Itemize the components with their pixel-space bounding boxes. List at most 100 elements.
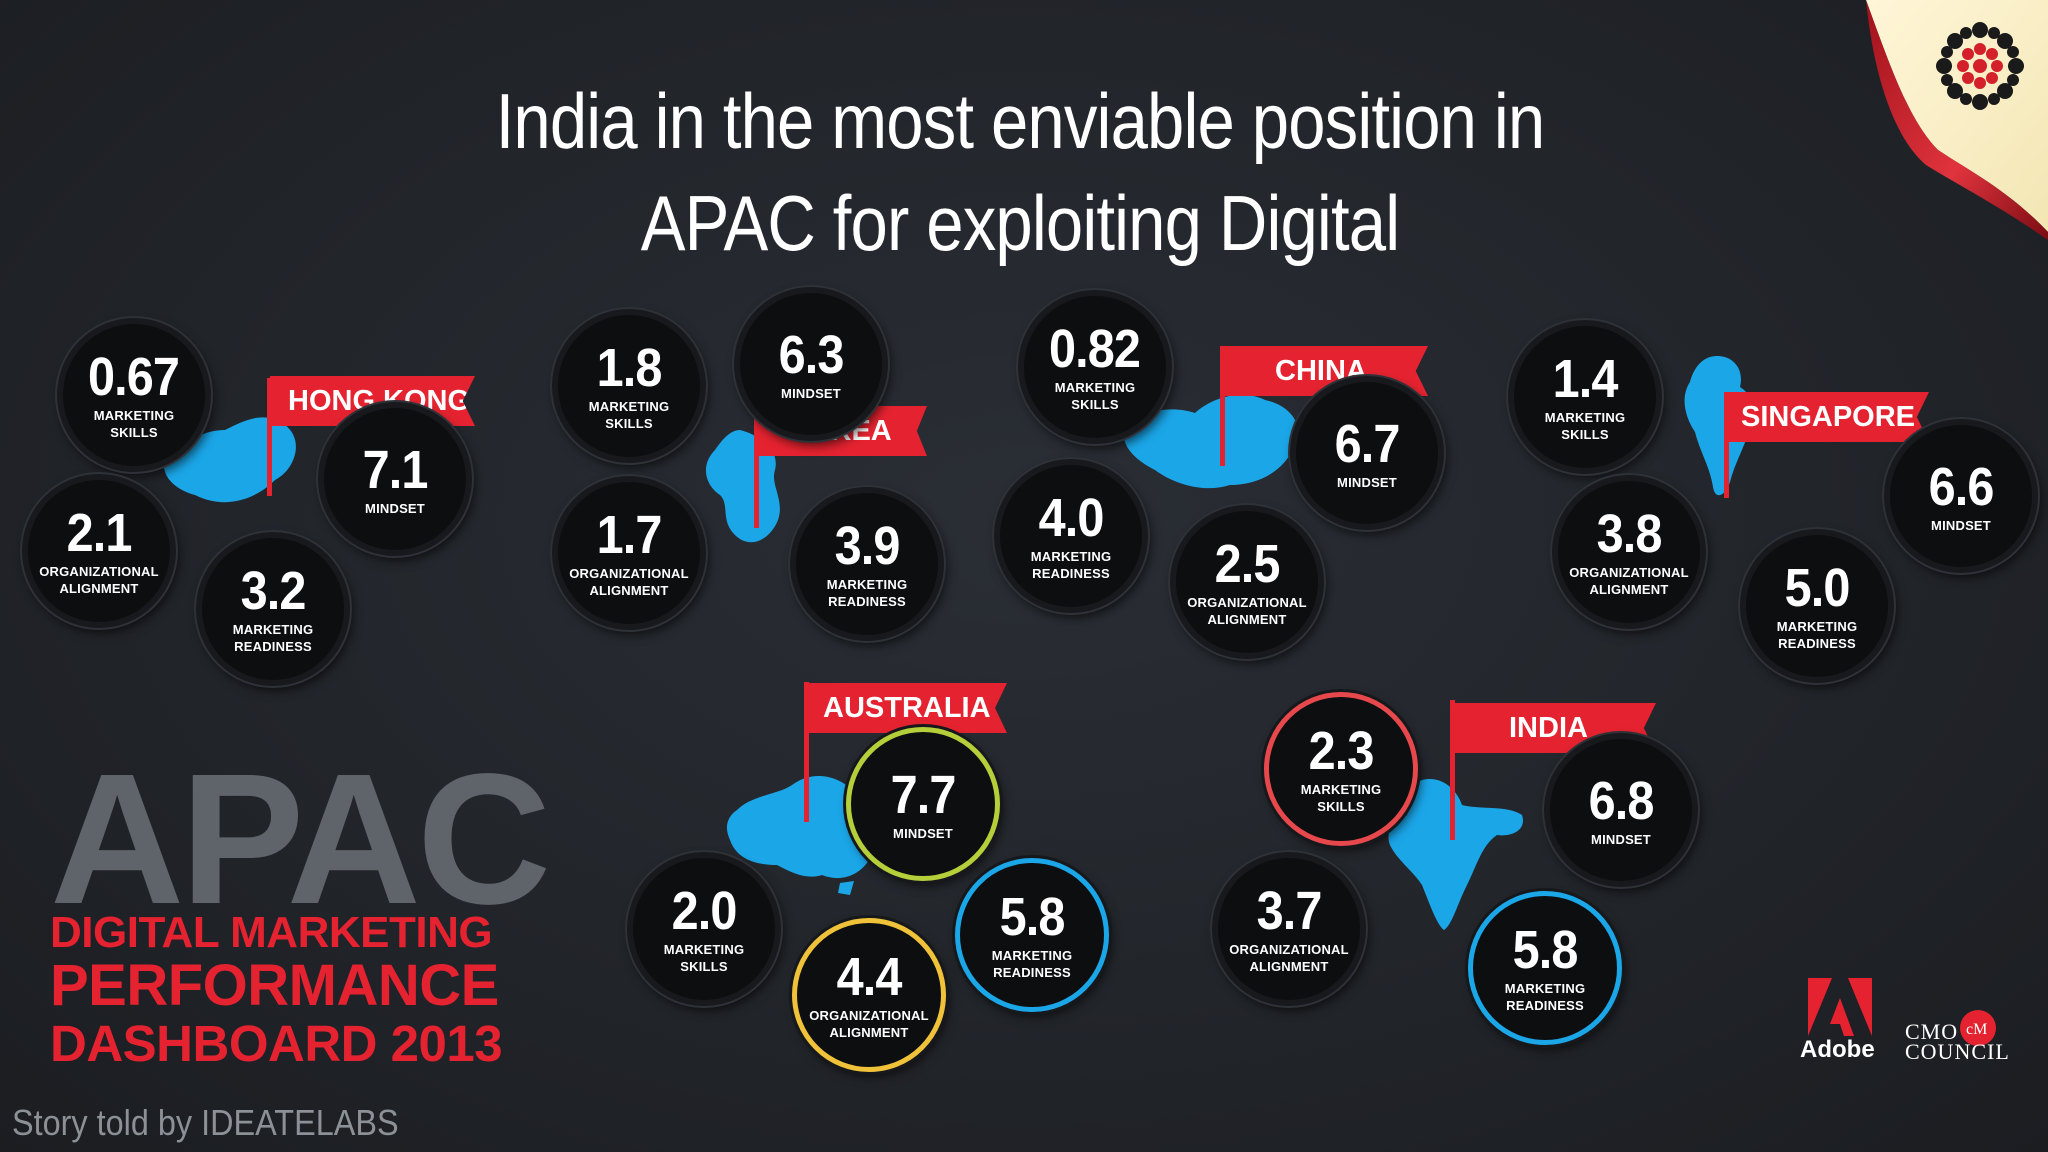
dashboard-title-line-2: PERFORMANCE [50,953,499,1018]
hong-kong-marketing-skills-value: 0.67 [88,347,180,407]
cmo-line-1: CMO [1905,1019,1959,1044]
singapore-marketing-skills-bubble: 1.4 MARKETING SKILLS [1508,320,1662,474]
bubble-label: MARKETING SKILLS [1300,782,1382,814]
bubble-label: ORGANIZATIONAL ALIGNMENT [1229,942,1349,974]
dashboard-title-line-3: DASHBOARD 2013 [50,1015,503,1072]
hong-kong-marketing-readiness-value: 3.2 [240,561,307,621]
bubble-label: ORGANIZATIONAL ALIGNMENT [1569,565,1689,597]
australia-map-shape [726,775,876,895]
korea-flag-pole [754,410,759,528]
title-line-2: APAC for exploiting Digital [640,179,1400,267]
korea-organizational-alignment-value: 1.7 [596,505,663,565]
hong-kong-mindset-value: 7.1 [362,439,429,500]
india-organizational-alignment-bubble: 3.7 ORGANIZATIONAL ALIGNMENT [1212,852,1366,1006]
china-marketing-skills-bubble: 0.82 MARKETING SKILLS [1018,290,1172,444]
china-marketing-readiness-bubble: 4.0 MARKETING READINESS [994,459,1148,613]
adobe-wordmark: Adobe [1800,1036,1875,1063]
singapore-mindset-bubble: 6.6 MINDSET [1884,419,2038,573]
korea-marketing-skills-bubble: 1.8 MARKETING SKILLS [552,309,706,463]
title-line-1: India in the most enviable position in [495,77,1546,165]
china-organizational-alignment-value: 2.5 [1214,534,1281,594]
china-marketing-skills-value: 0.82 [1049,319,1141,379]
hong-kong-flag-pole [267,378,272,496]
india-marketing-readiness-value: 5.8 [1512,920,1579,980]
bubble-label: MARKETING SKILLS [663,942,745,974]
australia-mindset-value: 7.7 [890,764,957,825]
australia-organizational-alignment-bubble: 4.4 ORGANIZATIONAL ALIGNMENT [792,918,946,1072]
bubble-label: MINDSET [1591,831,1651,847]
korea-mindset-value: 6.3 [778,324,845,385]
svg-text:cM: cM [1966,1021,1987,1038]
hong-kong-organizational-alignment-value: 2.1 [66,503,133,563]
dotted-flower-icon [1936,22,2024,110]
dashboard-title-line-1: DIGITAL MARKETING [50,908,493,957]
singapore-marketing-skills-value: 1.4 [1552,349,1619,409]
hong-kong-marketing-skills-bubble: 0.67 MARKETING SKILLS [57,318,211,472]
cmo-council-wordmark: CMO COUNCIL [1905,1019,2010,1064]
australia-marketing-skills-bubble: 2.0 MARKETING SKILLS [627,852,781,1006]
india-marketing-skills-bubble: 2.3 MARKETING SKILLS [1264,692,1418,846]
korea-organizational-alignment-bubble: 1.7 ORGANIZATIONAL ALIGNMENT [552,476,706,630]
korea-mindset-bubble: 6.3 MINDSET [734,287,888,441]
bubble-label: MARKETING SKILLS [93,408,175,440]
korea-marketing-skills-value: 1.8 [596,338,663,398]
bubble-label: ORGANIZATIONAL ALIGNMENT [569,566,689,598]
bubble-label: MINDSET [1337,474,1397,490]
singapore-organizational-alignment-bubble: 3.8 ORGANIZATIONAL ALIGNMENT [1552,475,1706,629]
australia-flag-pole [804,682,809,822]
story-credit: Story told by IDEATELABS [12,1102,399,1143]
bubble-label: MINDSET [781,385,841,401]
china-mindset-value: 6.7 [1334,413,1401,474]
china-mindset-bubble: 6.7 MINDSET [1290,376,1444,530]
bubble-label: MARKETING READINESS [232,622,314,654]
singapore-flag: SINGAPORE [1727,392,1929,442]
bubble-label: MINDSET [365,500,425,516]
china-flag-pole [1220,346,1225,466]
korea-marketing-readiness-value: 3.9 [834,516,901,576]
hong-kong-marketing-readiness-bubble: 3.2 MARKETING READINESS [196,532,350,686]
australia-mindset-bubble: 7.7 MINDSET [846,727,1000,881]
bubble-label: ORGANIZATIONAL ALIGNMENT [39,564,159,596]
bubble-label: MARKETING READINESS [991,948,1073,980]
cmo-line-2: COUNCIL [1905,1039,2010,1064]
apac-heading: APAC [50,736,551,943]
korea-marketing-readiness-bubble: 3.9 MARKETING READINESS [790,487,944,641]
india-flag-pole [1450,700,1455,840]
india-marketing-skills-value: 2.3 [1308,721,1375,781]
india-flag: INDIA [1453,703,1656,753]
singapore-marketing-readiness-value: 5.0 [1784,558,1851,618]
slide-title: India in the most enviable position in A… [384,70,1657,274]
bubble-label: MARKETING READINESS [1030,549,1112,581]
bubble-label: MARKETING SKILLS [1054,380,1136,412]
india-mindset-bubble: 6.8 MINDSET [1544,733,1698,887]
hong-kong-mindset-bubble: 7.1 MINDSET [318,402,472,556]
singapore-marketing-readiness-bubble: 5.0 MARKETING READINESS [1740,529,1894,683]
australia-flag: AUSTRALIA [807,683,1007,733]
singapore-flag-pole [1724,392,1729,498]
bubble-label: MARKETING READINESS [1776,619,1858,651]
bubble-label: MARKETING SKILLS [1544,410,1626,442]
bubble-label: MINDSET [893,825,953,841]
bubble-label: MARKETING SKILLS [588,399,670,431]
australia-marketing-skills-value: 2.0 [671,881,738,941]
singapore-organizational-alignment-value: 3.8 [1596,504,1663,564]
cmo-council-logo-icon: cM [1960,1010,1996,1046]
bubble-label: MINDSET [1931,517,1991,533]
bubble-label: MARKETING READINESS [1504,981,1586,1013]
china-marketing-readiness-value: 4.0 [1038,488,1105,548]
india-map-shape [1388,779,1523,930]
australia-organizational-alignment-value: 4.4 [836,947,903,1007]
page-curl-corner [1866,0,2048,240]
australia-marketing-readiness-bubble: 5.8 MARKETING READINESS [955,858,1109,1012]
hong-kong-organizational-alignment-bubble: 2.1 ORGANIZATIONAL ALIGNMENT [22,474,176,628]
singapore-map-shape [1684,356,1756,496]
bubble-label: ORGANIZATIONAL ALIGNMENT [1187,595,1307,627]
korea-map-shape [705,430,780,543]
china-organizational-alignment-bubble: 2.5 ORGANIZATIONAL ALIGNMENT [1170,505,1324,659]
singapore-mindset-value: 6.6 [1928,456,1995,517]
australia-marketing-readiness-value: 5.8 [999,887,1066,947]
adobe-logo-icon [1808,978,1872,1036]
china-map-shape [1124,394,1299,489]
india-mindset-value: 6.8 [1588,770,1655,831]
